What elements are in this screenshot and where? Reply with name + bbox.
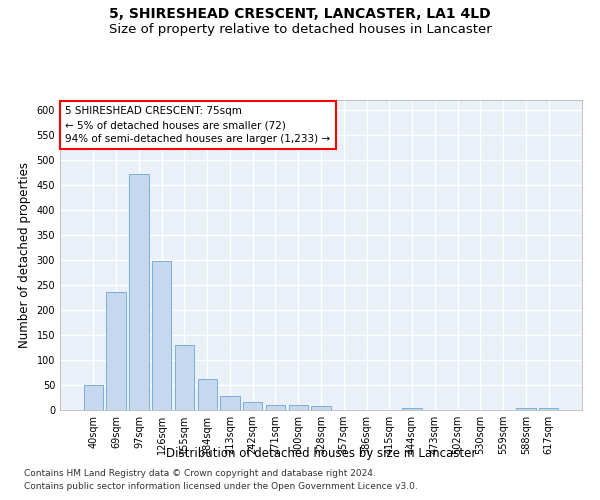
Bar — [311, 406, 331, 410]
Text: Size of property relative to detached houses in Lancaster: Size of property relative to detached ho… — [109, 22, 491, 36]
Text: Contains HM Land Registry data © Crown copyright and database right 2024.: Contains HM Land Registry data © Crown c… — [24, 468, 376, 477]
Bar — [266, 405, 285, 410]
Text: 5, SHIRESHEAD CRESCENT, LANCASTER, LA1 4LD: 5, SHIRESHEAD CRESCENT, LANCASTER, LA1 4… — [109, 8, 491, 22]
Bar — [106, 292, 126, 410]
Bar — [152, 260, 172, 410]
Bar — [220, 396, 239, 410]
Bar — [403, 408, 422, 410]
Bar — [129, 174, 149, 410]
Text: Contains public sector information licensed under the Open Government Licence v3: Contains public sector information licen… — [24, 482, 418, 491]
Bar — [539, 408, 558, 410]
Bar — [516, 408, 536, 410]
Bar — [289, 405, 308, 410]
Text: Distribution of detached houses by size in Lancaster: Distribution of detached houses by size … — [166, 448, 476, 460]
Bar — [84, 385, 103, 410]
Text: 5 SHIRESHEAD CRESCENT: 75sqm
← 5% of detached houses are smaller (72)
94% of sem: 5 SHIRESHEAD CRESCENT: 75sqm ← 5% of det… — [65, 106, 331, 144]
Y-axis label: Number of detached properties: Number of detached properties — [18, 162, 31, 348]
Bar — [243, 402, 262, 410]
Bar — [197, 378, 217, 410]
Bar — [175, 345, 194, 410]
